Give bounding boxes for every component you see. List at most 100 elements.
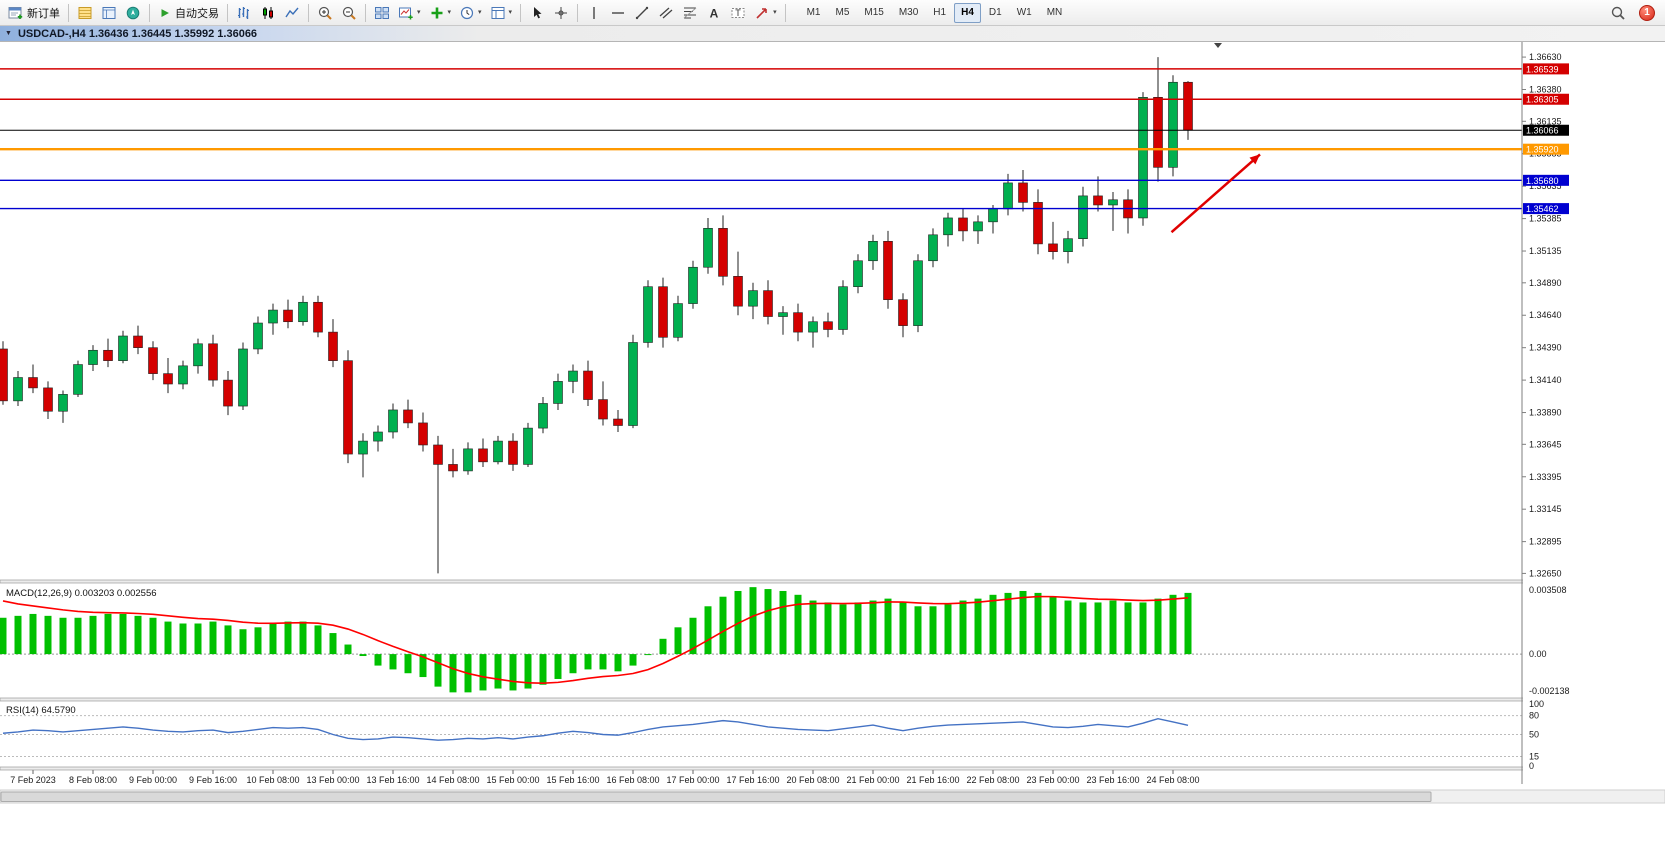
timeframe-button-m5[interactable]: M5 bbox=[828, 3, 856, 23]
text-button[interactable]: A bbox=[702, 2, 726, 24]
panel-separator[interactable] bbox=[0, 579, 1665, 584]
price-axis-background bbox=[1523, 42, 1665, 784]
candle-body bbox=[253, 322, 263, 350]
macd-bar bbox=[419, 654, 427, 678]
macd-bar bbox=[524, 654, 532, 689]
macd-bar bbox=[944, 604, 952, 655]
macd-bar bbox=[434, 654, 442, 687]
timeframe-toolbar: M1 M5 M15 M30 H1 H4 D1 W1 MN bbox=[800, 2, 1070, 23]
timeframe-button-m15[interactable]: M15 bbox=[857, 3, 890, 23]
dropdown-caret-icon: ▾ bbox=[508, 9, 513, 16]
candle-body bbox=[838, 286, 848, 330]
fibonacci-button[interactable] bbox=[678, 2, 702, 24]
trend-arrow-shaft[interactable] bbox=[1170, 153, 1261, 234]
macd-bar bbox=[764, 589, 772, 655]
shapes-button[interactable]: ▾ bbox=[750, 2, 781, 24]
candle-body bbox=[1003, 182, 1013, 210]
timeframe-button-h4[interactable]: H4 bbox=[954, 2, 981, 23]
macd-bar bbox=[869, 600, 877, 655]
macd-bar bbox=[89, 615, 97, 655]
macd-bar bbox=[794, 594, 802, 655]
zoom-out-button[interactable] bbox=[337, 2, 361, 24]
time-axis-label: 13 Feb 16:00 bbox=[366, 775, 419, 785]
candle-body bbox=[148, 347, 158, 374]
navigator-button[interactable] bbox=[121, 2, 145, 24]
macd-bar bbox=[839, 604, 847, 655]
macd-bar bbox=[614, 654, 622, 672]
macd-bar bbox=[599, 654, 607, 670]
time-axis-label: 22 Feb 08:00 bbox=[966, 775, 1019, 785]
timeframe-button-m30[interactable]: M30 bbox=[892, 3, 925, 23]
timeframe-button-d1[interactable]: D1 bbox=[982, 3, 1009, 23]
rsi-label: RSI(14) 64.5790 bbox=[6, 705, 76, 716]
macd-bar bbox=[674, 627, 682, 655]
candlestick-button[interactable] bbox=[256, 2, 280, 24]
svg-text:A: A bbox=[710, 6, 719, 20]
horizontal-line-button[interactable] bbox=[606, 2, 630, 24]
vertical-line-button[interactable] bbox=[582, 2, 606, 24]
horizontal-scrollbar-thumb[interactable] bbox=[0, 791, 1432, 802]
price-axis-tick-label: 1.33395 bbox=[1529, 472, 1562, 482]
price-tag-label: 1.35680 bbox=[1526, 176, 1559, 186]
candle-body bbox=[748, 290, 758, 307]
timeframe-button-m1[interactable]: M1 bbox=[800, 3, 828, 23]
tile-windows-button[interactable] bbox=[370, 2, 394, 24]
candle-body bbox=[403, 409, 413, 424]
timeframe-button-w1[interactable]: W1 bbox=[1010, 3, 1039, 23]
time-axis-label: 14 Feb 08:00 bbox=[426, 775, 479, 785]
indicators-button[interactable]: ▾ bbox=[425, 2, 456, 24]
macd-bar bbox=[374, 654, 382, 666]
candle-body bbox=[433, 444, 443, 465]
price-tag-1.35462 bbox=[1523, 203, 1569, 215]
line-chart-button[interactable] bbox=[280, 2, 304, 24]
chart-titlebar[interactable]: ▼ USDCAD-,H4 1.36436 1.36445 1.35992 1.3… bbox=[0, 26, 1665, 42]
search-button[interactable] bbox=[1606, 2, 1630, 24]
time-axis-label: 23 Feb 16:00 bbox=[1086, 775, 1139, 785]
candle-body bbox=[568, 370, 578, 382]
timeframe-button-mn[interactable]: MN bbox=[1040, 3, 1070, 23]
chart-shift-marker[interactable] bbox=[1214, 43, 1222, 48]
window-menu-icon[interactable]: ▼ bbox=[5, 30, 12, 37]
chart-area[interactable]: MACD(12,26,9) 0.003203 0.002556 RSI(14) 6… bbox=[0, 42, 1665, 841]
candle-body bbox=[343, 360, 353, 455]
timeframe-button-h1[interactable]: H1 bbox=[926, 3, 953, 23]
panel-separator[interactable] bbox=[0, 766, 1665, 771]
trendline-button[interactable] bbox=[630, 2, 654, 24]
periods-button[interactable]: ▾ bbox=[455, 2, 486, 24]
rsi-axis-label: 15 bbox=[1529, 752, 1539, 762]
notification-badge[interactable]: 1 bbox=[1639, 4, 1655, 21]
market-watch-button[interactable] bbox=[73, 2, 97, 24]
macd-bar bbox=[164, 621, 172, 655]
price-tag-1.36539 bbox=[1523, 63, 1569, 75]
cursor-button[interactable] bbox=[525, 2, 549, 24]
templates-button[interactable]: ▾ bbox=[486, 2, 517, 24]
macd-bar bbox=[59, 617, 67, 655]
zoom-in-button[interactable] bbox=[313, 2, 337, 24]
crosshair-button[interactable] bbox=[549, 2, 573, 24]
macd-signal-line bbox=[2, 595, 1189, 685]
trend-arrow[interactable] bbox=[1170, 153, 1261, 234]
autotrade-button[interactable]: 自动交易 bbox=[154, 2, 223, 24]
vertical-line-icon bbox=[593, 6, 595, 19]
clock-icon bbox=[460, 6, 474, 19]
new-order-button[interactable]: 新订单 bbox=[4, 2, 64, 24]
candle-body bbox=[793, 312, 803, 333]
data-window-button[interactable] bbox=[97, 2, 121, 24]
price-tag-label: 1.36539 bbox=[1526, 64, 1559, 74]
panel-separator[interactable] bbox=[0, 697, 1665, 702]
candle-body bbox=[388, 409, 398, 433]
channel-button[interactable] bbox=[654, 2, 678, 24]
candle-body bbox=[778, 312, 788, 317]
label-button[interactable]: T bbox=[726, 2, 750, 24]
macd-bar bbox=[314, 625, 322, 655]
macd-bar bbox=[509, 654, 517, 691]
new-chart-button[interactable]: ▾ bbox=[394, 2, 425, 24]
candle-body bbox=[1078, 195, 1088, 240]
price-axis-tick-label: 1.36135 bbox=[1529, 116, 1562, 126]
macd-bar bbox=[554, 654, 562, 679]
macd-bar bbox=[299, 621, 307, 655]
time-axis-label: 13 Feb 00:00 bbox=[306, 775, 359, 785]
autotrade-play-icon bbox=[161, 8, 169, 17]
bar-chart-button[interactable] bbox=[232, 2, 256, 24]
time-axis-label: 16 Feb 08:00 bbox=[606, 775, 659, 785]
